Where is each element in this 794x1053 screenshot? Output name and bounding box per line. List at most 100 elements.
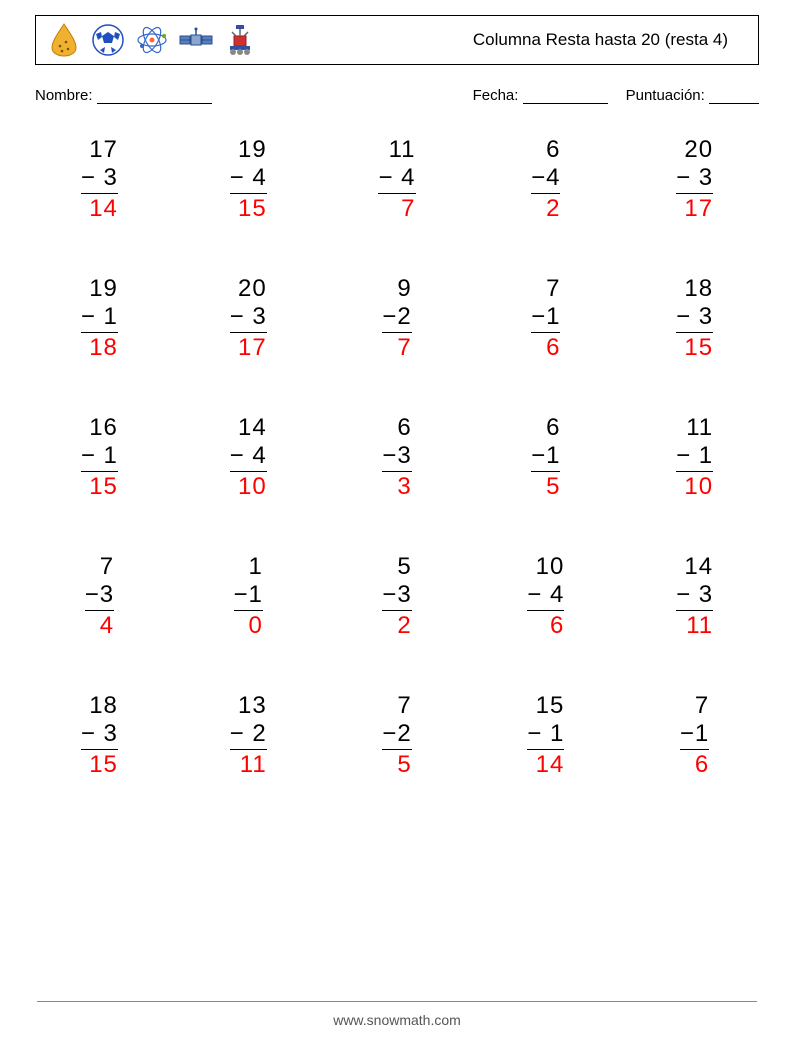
subtrahend-row: − 4 bbox=[230, 164, 267, 194]
subtraction-problem: 7−16 bbox=[630, 692, 759, 779]
problem-stack: 17− 314 bbox=[81, 136, 118, 223]
problem-stack: 18− 315 bbox=[81, 692, 118, 779]
minuend: 1 bbox=[234, 553, 263, 581]
subtrahend-row: −1 bbox=[531, 442, 560, 472]
score-label: Puntuación: bbox=[626, 87, 705, 104]
minuend: 9 bbox=[382, 275, 411, 303]
rover-icon bbox=[222, 22, 258, 58]
minuend: 6 bbox=[382, 414, 411, 442]
subtraction-problem: 6−15 bbox=[481, 414, 610, 501]
answer: 5 bbox=[382, 750, 411, 779]
answer: 7 bbox=[382, 333, 411, 362]
subtraction-problem: 11− 47 bbox=[333, 136, 462, 223]
name-field: Nombre: bbox=[35, 87, 212, 104]
minuend: 10 bbox=[527, 553, 564, 581]
subtrahend-row: −1 bbox=[531, 303, 560, 333]
satellite-icon bbox=[178, 22, 214, 58]
subtrahend-row: − 3 bbox=[81, 720, 118, 750]
problem-stack: 14− 410 bbox=[230, 414, 267, 501]
answer: 15 bbox=[676, 333, 713, 362]
answer: 14 bbox=[81, 194, 118, 223]
subtraction-problem: 14− 410 bbox=[184, 414, 313, 501]
answer: 3 bbox=[382, 472, 411, 501]
problem-stack: 20− 317 bbox=[230, 275, 267, 362]
subtraction-problem: 19− 118 bbox=[35, 275, 164, 362]
answer: 10 bbox=[676, 472, 713, 501]
answer: 6 bbox=[527, 611, 564, 640]
answer: 17 bbox=[230, 333, 267, 362]
worksheet-page: Columna Resta hasta 20 (resta 4) Nombre:… bbox=[0, 0, 794, 1053]
minuend: 6 bbox=[531, 414, 560, 442]
problem-stack: 19− 118 bbox=[81, 275, 118, 362]
subtrahend-row: − 4 bbox=[527, 581, 564, 611]
minuend: 20 bbox=[676, 136, 713, 164]
subtrahend-row: − 3 bbox=[81, 164, 118, 194]
subtraction-problem: 18− 315 bbox=[630, 275, 759, 362]
date-blank[interactable] bbox=[523, 90, 608, 104]
answer: 11 bbox=[230, 750, 267, 779]
answer: 2 bbox=[382, 611, 411, 640]
footer: www.snowmath.com bbox=[0, 1001, 794, 1028]
subtraction-problem: 6−42 bbox=[481, 136, 610, 223]
minuend: 7 bbox=[531, 275, 560, 303]
subtrahend-row: − 1 bbox=[81, 303, 118, 333]
subtraction-problem: 5−32 bbox=[333, 553, 462, 640]
subtraction-problem: 17− 314 bbox=[35, 136, 164, 223]
problem-stack: 16− 115 bbox=[81, 414, 118, 501]
problem-stack: 6−42 bbox=[531, 136, 560, 223]
subtraction-problem: 1−10 bbox=[184, 553, 313, 640]
minuend: 13 bbox=[230, 692, 267, 720]
problem-stack: 19− 415 bbox=[230, 136, 267, 223]
subtrahend-row: −1 bbox=[680, 720, 709, 750]
answer: 15 bbox=[230, 194, 267, 223]
subtrahend-row: − 4 bbox=[378, 164, 415, 194]
minuend: 18 bbox=[676, 275, 713, 303]
minuend: 6 bbox=[531, 136, 560, 164]
subtrahend-row: −3 bbox=[382, 581, 411, 611]
subtrahend-row: − 3 bbox=[676, 164, 713, 194]
problem-stack: 11− 47 bbox=[378, 136, 415, 223]
problem-stack: 7−25 bbox=[382, 692, 411, 779]
subtraction-problem: 20− 317 bbox=[184, 275, 313, 362]
footer-divider bbox=[37, 1001, 757, 1002]
subtraction-problem: 7−34 bbox=[35, 553, 164, 640]
answer: 14 bbox=[527, 750, 564, 779]
subtraction-problem: 9−27 bbox=[333, 275, 462, 362]
subtrahend-row: − 4 bbox=[230, 442, 267, 472]
header-icons bbox=[46, 22, 258, 58]
minuend: 20 bbox=[230, 275, 267, 303]
answer: 18 bbox=[81, 333, 118, 362]
subtrahend-row: − 1 bbox=[676, 442, 713, 472]
name-blank[interactable] bbox=[97, 90, 212, 104]
minuend: 7 bbox=[382, 692, 411, 720]
problem-stack: 5−32 bbox=[382, 553, 411, 640]
minuend: 19 bbox=[81, 275, 118, 303]
info-row: Nombre: Fecha: Puntuación: bbox=[35, 87, 759, 104]
problems-grid: 17− 31419− 41511− 476−4220− 31719− 11820… bbox=[35, 136, 759, 779]
minuend: 11 bbox=[378, 136, 415, 164]
score-field: Puntuación: bbox=[626, 87, 759, 104]
subtrahend-row: −3 bbox=[382, 442, 411, 472]
subtraction-problem: 16− 115 bbox=[35, 414, 164, 501]
minuend: 11 bbox=[676, 414, 713, 442]
problem-stack: 7−34 bbox=[85, 553, 114, 640]
answer: 15 bbox=[81, 750, 118, 779]
score-blank[interactable] bbox=[709, 90, 759, 104]
subtraction-problem: 7−25 bbox=[333, 692, 462, 779]
answer: 4 bbox=[85, 611, 114, 640]
subtrahend-row: −1 bbox=[234, 581, 263, 611]
answer: 6 bbox=[680, 750, 709, 779]
subtrahend-row: − 3 bbox=[230, 303, 267, 333]
minuend: 16 bbox=[81, 414, 118, 442]
header-bar: Columna Resta hasta 20 (resta 4) bbox=[35, 15, 759, 65]
answer: 0 bbox=[234, 611, 263, 640]
answer: 10 bbox=[230, 472, 267, 501]
subtrahend-row: − 3 bbox=[676, 581, 713, 611]
answer: 2 bbox=[531, 194, 560, 223]
subtraction-problem: 15− 114 bbox=[481, 692, 610, 779]
problem-stack: 13− 211 bbox=[230, 692, 267, 779]
problem-stack: 15− 114 bbox=[527, 692, 564, 779]
answer: 17 bbox=[676, 194, 713, 223]
minuend: 7 bbox=[85, 553, 114, 581]
footer-url: www.snowmath.com bbox=[333, 1012, 461, 1028]
